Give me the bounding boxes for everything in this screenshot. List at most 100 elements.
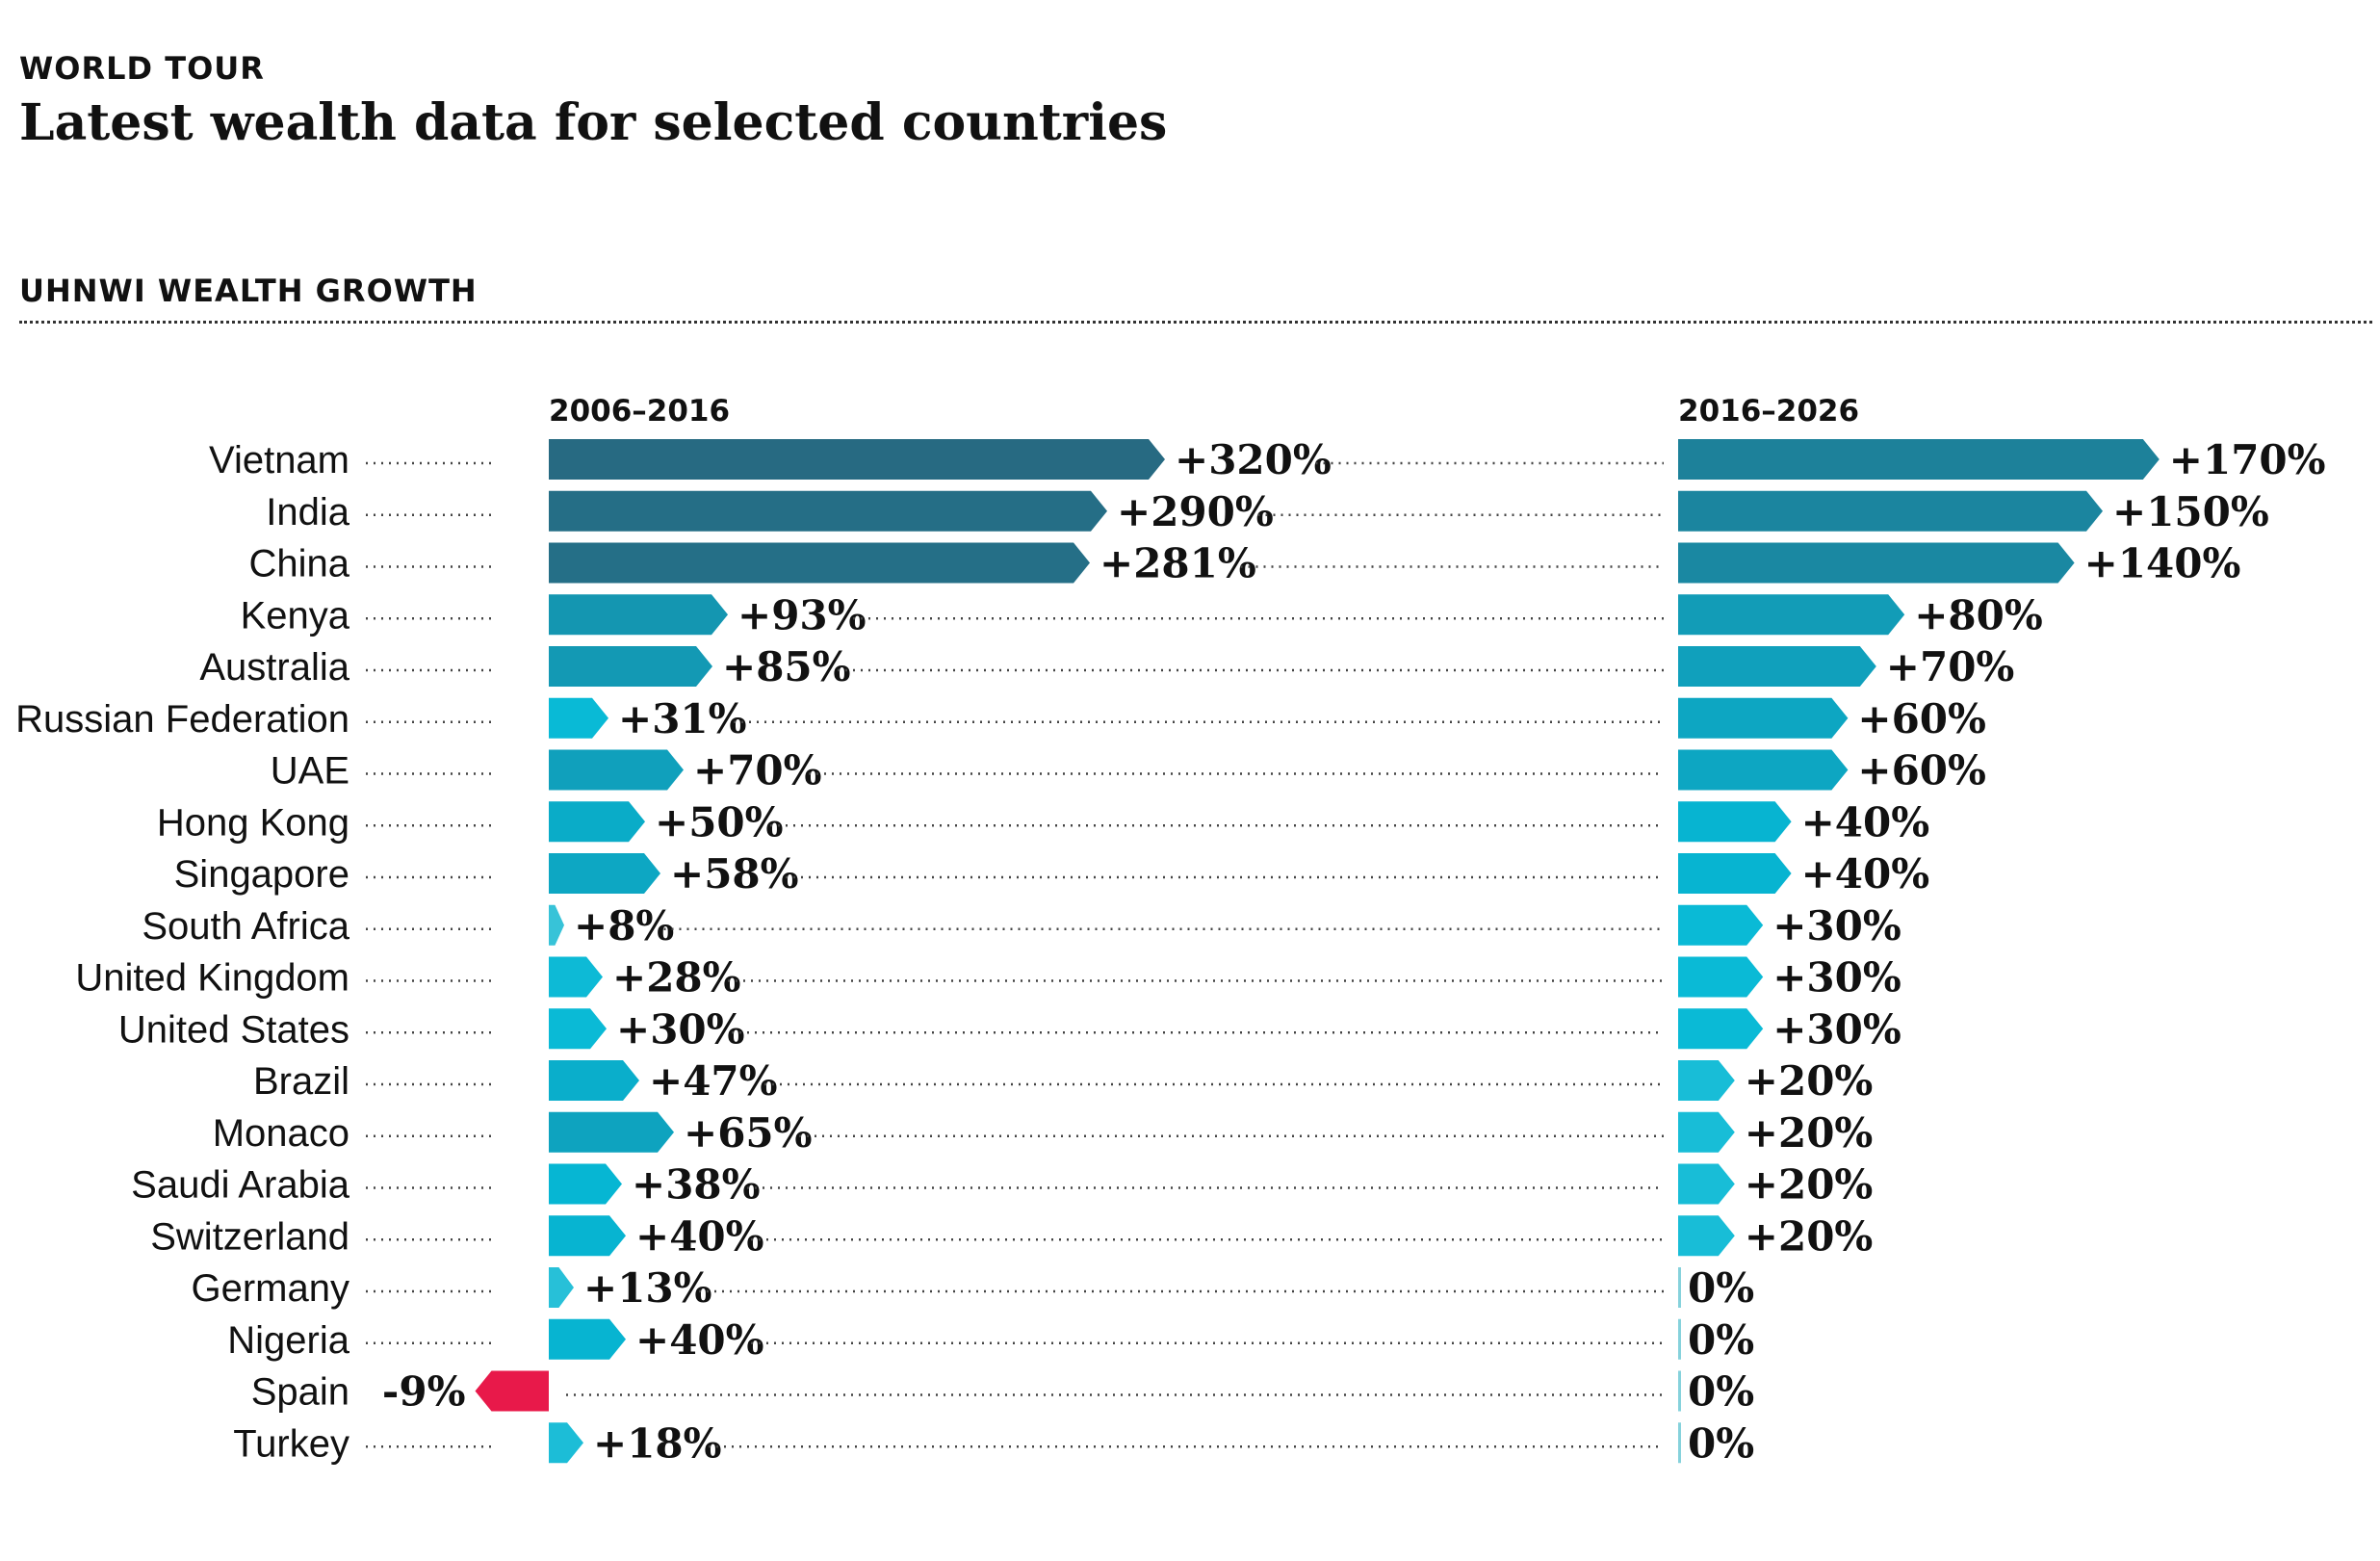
bar-2006-2016 xyxy=(549,956,603,998)
chart-row: Kenya +93% +80% xyxy=(241,591,2043,638)
value-label-2006-2016: +30% xyxy=(616,1005,745,1053)
bar-2016-2026 xyxy=(1678,1318,1681,1360)
chart-row: Saudi Arabia +38% +20% xyxy=(131,1161,1873,1209)
chart-row: Singapore +58% +40% xyxy=(174,850,1930,898)
bar-2006-2016 xyxy=(549,1163,622,1205)
value-label-2006-2016: +31% xyxy=(618,695,747,742)
bar-2016-2026 xyxy=(1678,439,2160,480)
value-label-2006-2016: +70% xyxy=(693,747,822,794)
bar-2006-2016 xyxy=(549,749,684,791)
chart-row: Monaco +65% +20% xyxy=(213,1109,1874,1157)
bar-2016-2026 xyxy=(1678,956,1764,998)
bar-2016-2026 xyxy=(1678,1370,1681,1412)
chart-title: Latest wealth data for selected countrie… xyxy=(19,93,1168,152)
value-label-2006-2016: +8% xyxy=(574,902,674,950)
bar-2006-2016 xyxy=(549,801,645,843)
value-label-2016-2026: 0% xyxy=(1688,1368,1754,1416)
chart-row: Nigeria +40% 0% xyxy=(227,1316,1754,1364)
value-label-2016-2026: +30% xyxy=(1772,954,1901,1002)
value-label-2016-2026: +140% xyxy=(2084,540,2241,587)
value-label-2016-2026: +30% xyxy=(1772,1005,1901,1053)
bar-2006-2016 xyxy=(549,904,564,946)
value-label-2016-2026: +20% xyxy=(1745,1109,1874,1157)
bar-2016-2026 xyxy=(1678,1422,1681,1464)
chart-row: Hong Kong +50% +40% xyxy=(157,798,1929,846)
value-label-2016-2026: +170% xyxy=(2169,436,2326,483)
bar-2016-2026 xyxy=(1678,1060,1735,1101)
bar-2016-2026 xyxy=(1678,1111,1735,1153)
bar-2006-2016 xyxy=(549,1267,574,1308)
category-label: Turkey xyxy=(233,1422,349,1465)
category-label: Switzerland xyxy=(150,1215,349,1258)
value-label-2006-2016: +65% xyxy=(684,1109,813,1157)
chart-subtitle: UHNWI WEALTH GROWTH xyxy=(19,273,478,309)
value-label-2006-2016: +58% xyxy=(670,850,799,898)
bar-2016-2026 xyxy=(1678,542,2075,584)
chart-row: United States +30% +30% xyxy=(118,1005,1901,1053)
category-label: China xyxy=(248,543,349,585)
bar-2016-2026 xyxy=(1678,1267,1681,1308)
bar-2006-2016 xyxy=(549,1422,583,1464)
bar-2016-2026 xyxy=(1678,594,1905,636)
category-label: Hong Kong xyxy=(157,801,349,844)
value-label-2006-2016: +50% xyxy=(655,798,784,846)
value-label-2006-2016: +40% xyxy=(635,1212,764,1260)
bar-2006-2016 xyxy=(549,853,660,894)
category-label: Singapore xyxy=(174,853,349,896)
value-label-2006-2016: +85% xyxy=(722,643,851,690)
bar-2016-2026 xyxy=(1678,490,2103,532)
category-label: United Kingdom xyxy=(75,957,349,1000)
value-label-2016-2026: 0% xyxy=(1688,1316,1754,1364)
chart-row: Vietnam +320% +170% xyxy=(209,436,2326,483)
value-label-2006-2016: +47% xyxy=(649,1057,778,1105)
value-label-2016-2026: +70% xyxy=(1886,643,2015,690)
chart-row: Germany +13% 0% xyxy=(192,1264,1755,1312)
category-label: United States xyxy=(118,1008,349,1051)
value-label-2016-2026: +40% xyxy=(1801,798,1930,846)
bar-2016-2026 xyxy=(1678,749,1849,791)
value-label-2016-2026: +30% xyxy=(1772,902,1901,950)
panel-label-2006-2016: 2006–2016 xyxy=(549,394,730,429)
category-label: Vietnam xyxy=(209,439,349,481)
chart-row: Russian Federation +31% +60% xyxy=(15,695,1986,742)
chart-row: UAE +70% +60% xyxy=(271,747,1986,794)
chart-row: Brazil +47% +20% xyxy=(253,1057,1873,1105)
chart-row: China +281% +140% xyxy=(248,540,2240,587)
value-label-2006-2016: +290% xyxy=(1117,488,1274,535)
value-label-2016-2026: +40% xyxy=(1801,850,1930,898)
bar-2006-2016 xyxy=(549,439,1165,480)
header-divider xyxy=(19,321,2372,324)
value-label-2016-2026: +80% xyxy=(1914,591,2043,638)
category-label: India xyxy=(266,491,349,533)
bar-2006-2016 xyxy=(549,1111,674,1153)
value-label-2006-2016: +281% xyxy=(1099,540,1256,587)
bar-2006-2016 xyxy=(549,1008,607,1050)
category-label: Nigeria xyxy=(227,1319,349,1362)
category-label: Monaco xyxy=(213,1112,349,1155)
value-label-2006-2016: +18% xyxy=(593,1419,722,1467)
category-label: South Africa xyxy=(142,905,349,948)
value-label-2016-2026: +60% xyxy=(1857,695,1986,742)
category-label: Brazil xyxy=(253,1060,349,1103)
value-label-2006-2016: +28% xyxy=(612,954,741,1002)
bar-2016-2026 xyxy=(1678,801,1792,843)
category-label: UAE xyxy=(271,750,349,793)
value-label-2006-2016: +40% xyxy=(635,1316,764,1364)
value-label-2016-2026: +20% xyxy=(1745,1212,1874,1260)
value-label-2016-2026: +60% xyxy=(1857,747,1986,794)
bar-2006-2016 xyxy=(549,542,1090,584)
bar-2006-2016 xyxy=(549,490,1107,532)
bar-2006-2016 xyxy=(549,1060,639,1101)
chart-kicker: WORLD TOUR xyxy=(19,50,265,87)
bar-2016-2026 xyxy=(1678,1215,1735,1257)
bar-2006-2016 xyxy=(549,594,728,636)
chart-row: United Kingdom +28% +30% xyxy=(75,954,1901,1002)
category-label: Kenya xyxy=(241,594,350,637)
chart-row: Australia +85% +70% xyxy=(199,643,2014,690)
chart-row: India +290% +150% xyxy=(266,488,2269,535)
value-label-2016-2026: +20% xyxy=(1745,1057,1874,1105)
bar-2016-2026 xyxy=(1678,697,1849,739)
category-label: Saudi Arabia xyxy=(131,1164,350,1207)
chart-row: Switzerland +40% +20% xyxy=(150,1212,1873,1260)
